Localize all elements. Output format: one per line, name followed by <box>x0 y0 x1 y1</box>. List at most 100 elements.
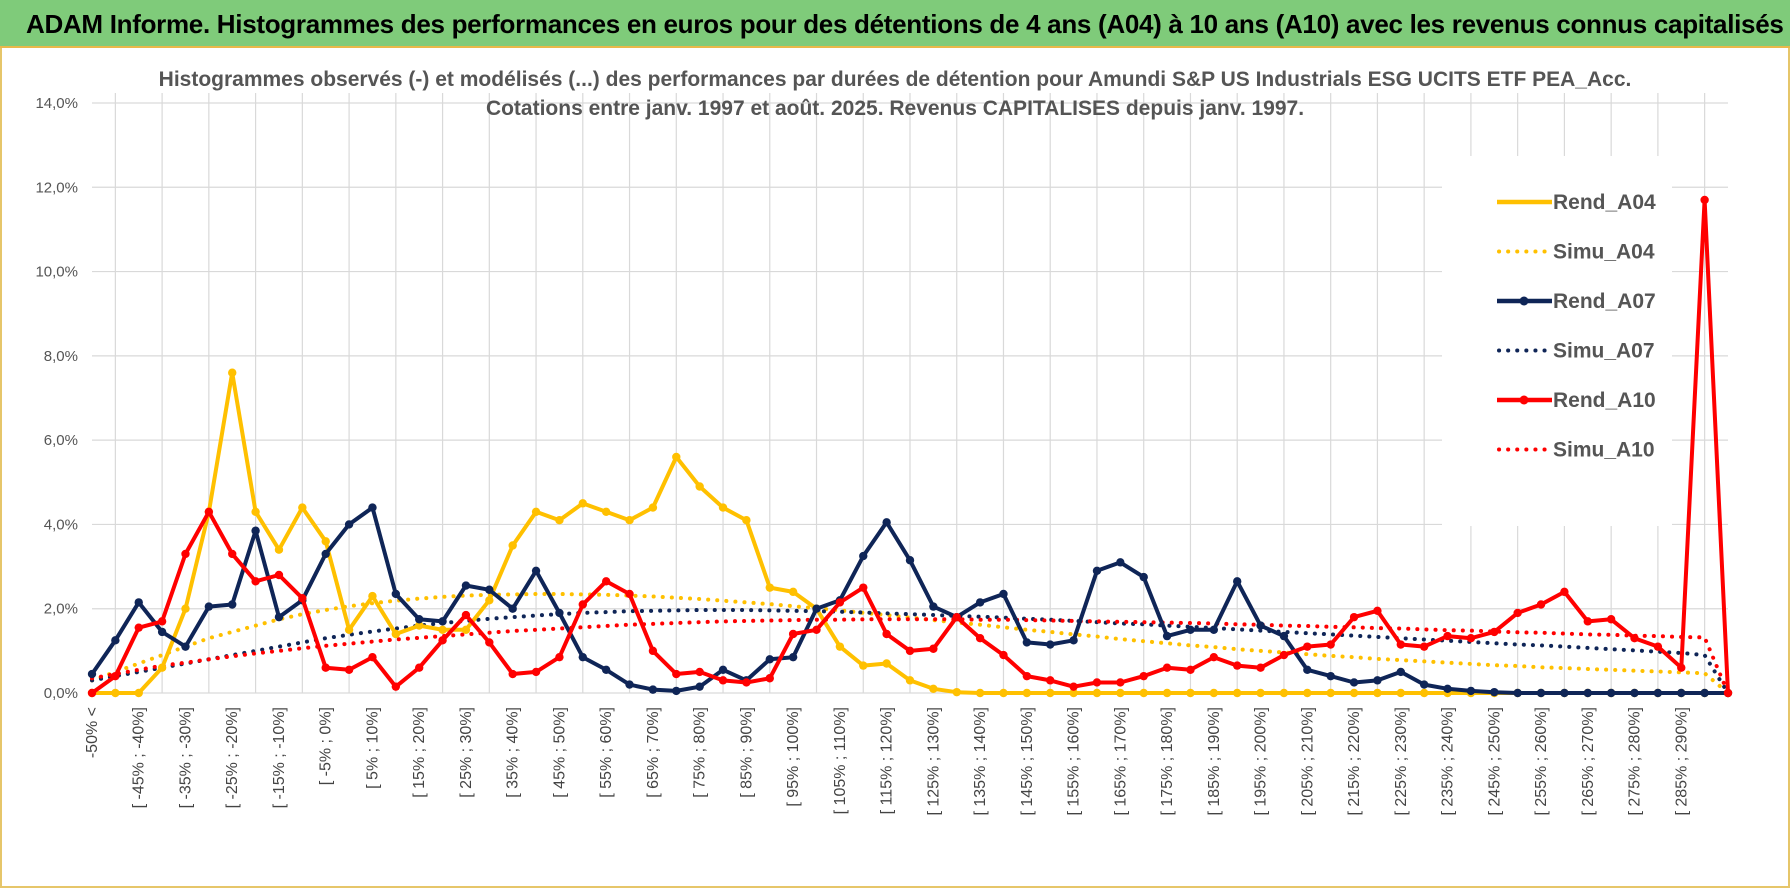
data-point <box>485 638 494 647</box>
data-point <box>1326 671 1335 681</box>
x-tick-label: [ 155% ; 160%] <box>1066 707 1083 816</box>
y-tick-label: 0,0% <box>44 685 78 702</box>
data-point <box>835 642 845 651</box>
data-point <box>1513 688 1522 698</box>
data-point <box>1233 661 1242 670</box>
data-point <box>1466 634 1476 643</box>
data-point <box>812 604 821 613</box>
data-point <box>228 549 237 559</box>
data-point <box>181 604 190 613</box>
data-point <box>321 537 330 546</box>
data-point <box>134 688 143 698</box>
data-point <box>1373 688 1382 698</box>
x-axis-ticks: -50% < [ -45% ; -40%] [ -35% ; -30%] [ -25%… <box>84 707 1690 816</box>
data-point <box>181 642 190 651</box>
data-point <box>718 665 728 675</box>
data-point <box>1209 625 1219 634</box>
data-point <box>1443 684 1452 693</box>
data-point <box>508 541 517 550</box>
data-point <box>1092 688 1102 698</box>
data-point <box>1092 678 1102 687</box>
data-point <box>391 629 401 639</box>
data-point <box>975 688 985 698</box>
data-point <box>508 604 517 613</box>
data-point <box>1536 688 1546 698</box>
data-point <box>274 545 284 554</box>
data-point <box>1022 688 1032 698</box>
legend-marker <box>1519 296 1529 306</box>
data-point <box>1116 688 1125 698</box>
data-point <box>1630 634 1639 643</box>
data-point <box>531 507 541 516</box>
data-point <box>555 516 564 525</box>
data-point <box>952 687 961 697</box>
data-point <box>1069 682 1078 691</box>
data-point <box>788 587 798 597</box>
legend-label: Simu_A10 <box>1553 439 1655 462</box>
data-point <box>1162 663 1172 672</box>
data-point <box>157 617 167 626</box>
y-tick-label: 4,0% <box>44 516 78 533</box>
data-point <box>625 680 634 689</box>
data-point <box>1046 640 1055 649</box>
legend-item: Simu_A07 <box>1497 340 1655 363</box>
data-point <box>461 625 471 634</box>
data-point <box>1536 600 1546 609</box>
data-point <box>134 623 143 632</box>
data-point <box>415 615 424 624</box>
x-tick-label: [ 265% ; 270%] <box>1580 707 1597 816</box>
data-point <box>672 452 681 462</box>
data-point <box>1116 678 1125 687</box>
data-point <box>134 598 143 607</box>
data-point <box>1723 688 1733 698</box>
data-point <box>1396 667 1406 677</box>
chart-frame: Histogrammes observés (-) et modélisés (… <box>0 48 1790 888</box>
data-point <box>578 499 587 508</box>
data-point <box>321 663 330 672</box>
x-tick-label: [ 205% ; 210%] <box>1299 707 1316 816</box>
data-point <box>1490 687 1499 697</box>
data-point <box>1303 642 1312 651</box>
data-point <box>298 503 307 512</box>
data-point <box>952 612 961 622</box>
x-tick-label: [ 195% ; 200%] <box>1253 707 1270 816</box>
data-point <box>1209 652 1219 662</box>
data-point <box>1653 688 1663 698</box>
data-point <box>1162 631 1172 641</box>
data-point <box>1139 671 1148 681</box>
y-axis-ticks: 0,0% 2,0% 4,0% 6,0% 8,0% 10,0% 12,0% 14,0% <box>35 95 78 702</box>
legend-item: Rend_A07 <box>1497 290 1656 313</box>
data-point <box>1560 587 1569 597</box>
legend-marker <box>1519 395 1529 405</box>
data-point <box>1233 577 1242 586</box>
data-point <box>929 684 938 693</box>
series-Rend_A10 <box>87 195 1733 698</box>
data-point <box>648 503 658 512</box>
data-point <box>344 520 354 529</box>
data-point <box>695 482 704 491</box>
legend-item: Rend_A04 <box>1497 191 1656 214</box>
legend-item: Simu_A04 <box>1497 241 1655 264</box>
data-point <box>1069 636 1078 645</box>
legend-label: Simu_A07 <box>1553 340 1655 363</box>
x-tick-label: [ 65% ; 70%] <box>645 707 662 798</box>
data-point <box>1606 615 1616 624</box>
x-tick-label: [ 25% ; 30%] <box>458 707 475 798</box>
data-point <box>251 526 260 535</box>
data-point <box>1606 688 1616 698</box>
data-point <box>438 617 447 626</box>
data-point <box>508 669 517 679</box>
legend-item: Rend_A10 <box>1497 389 1656 412</box>
data-point <box>228 600 237 609</box>
data-point <box>438 625 447 634</box>
data-point <box>1373 606 1382 616</box>
x-tick-label: [ 215% ; 220%] <box>1346 707 1363 816</box>
x-tick-label: [ -45% ; -40%] <box>131 707 148 808</box>
x-tick-label: [ 185% ; 190%] <box>1206 707 1223 816</box>
data-point <box>1279 650 1289 660</box>
y-tick-label: 12,0% <box>35 179 78 196</box>
x-tick-label: [ 45% ; 50%] <box>551 707 568 798</box>
data-point <box>157 663 167 672</box>
x-tick-label: [ -25% ; -20%] <box>224 707 241 808</box>
legend-label: Rend_A07 <box>1553 290 1656 313</box>
